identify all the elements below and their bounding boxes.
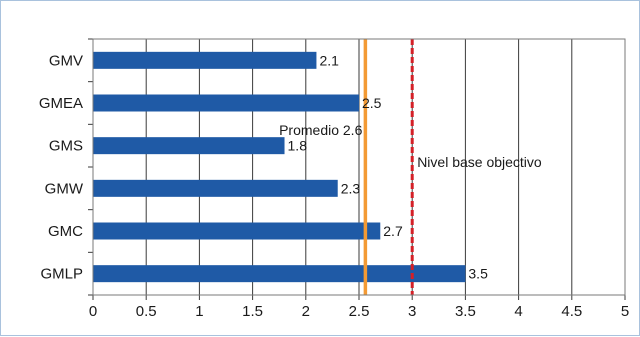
x-tick-label: 1 xyxy=(195,303,203,320)
x-tick-label: 0 xyxy=(89,303,97,320)
category-label: GMS xyxy=(49,138,83,155)
bar xyxy=(93,137,285,154)
category-label: GMW xyxy=(45,180,84,197)
x-tick-label: 0.5 xyxy=(136,303,157,320)
x-tick-label: 1.5 xyxy=(242,303,263,320)
data-label: 2.5 xyxy=(362,95,382,111)
x-tick-label: 4 xyxy=(514,303,522,320)
reference-line-label: Nivel base objectivo xyxy=(417,154,542,170)
category-label: GMEA xyxy=(39,95,83,112)
x-tick-label: 3.5 xyxy=(455,303,476,320)
x-tick-label: 4.5 xyxy=(561,303,582,320)
x-tick-label: 3 xyxy=(408,303,416,320)
category-label: GMV xyxy=(49,52,83,69)
bar xyxy=(93,52,316,69)
data-label: 2.7 xyxy=(383,223,403,239)
category-label: GMLP xyxy=(40,266,83,283)
x-tick-label: 2 xyxy=(302,303,310,320)
reference-line-label: Promedio 2.6 xyxy=(279,122,362,138)
x-tick-label: 2.5 xyxy=(349,303,370,320)
bar xyxy=(93,223,380,240)
data-label: 2.3 xyxy=(341,180,361,196)
bar xyxy=(93,180,338,197)
bar xyxy=(93,95,359,112)
category-label: GMC xyxy=(48,223,83,240)
data-label: 1.8 xyxy=(288,138,308,154)
data-label: 3.5 xyxy=(468,266,488,282)
x-tick-label: 5 xyxy=(621,303,629,320)
data-label: 2.1 xyxy=(319,52,339,68)
bar xyxy=(93,265,465,282)
